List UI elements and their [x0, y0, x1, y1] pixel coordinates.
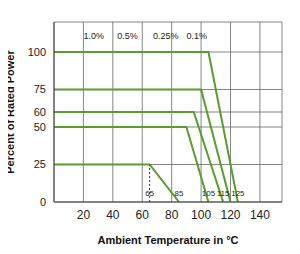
svg-text:Ambient Temperature in °C: Ambient Temperature in °C: [97, 234, 238, 246]
svg-text:Percent of Rated Power: Percent of Rated Power: [8, 50, 16, 174]
svg-text:0: 0: [40, 196, 46, 208]
svg-text:140: 140: [250, 208, 270, 222]
svg-text:100: 100: [28, 46, 46, 58]
svg-text:120: 120: [221, 208, 241, 222]
svg-text:1.0%: 1.0%: [83, 31, 104, 41]
svg-text:85: 85: [175, 189, 184, 198]
svg-text:105: 105: [202, 189, 216, 198]
svg-text:40: 40: [106, 208, 120, 222]
svg-text:0.1%: 0.1%: [186, 31, 207, 41]
svg-text:0.25%: 0.25%: [153, 31, 179, 41]
svg-text:100: 100: [191, 208, 211, 222]
svg-text:115: 115: [217, 189, 230, 198]
svg-text:60: 60: [34, 106, 46, 118]
svg-text:80: 80: [165, 208, 179, 222]
svg-text:50: 50: [34, 121, 46, 133]
svg-text:25: 25: [34, 158, 46, 170]
svg-text:65: 65: [145, 189, 154, 198]
svg-text:60: 60: [136, 208, 150, 222]
svg-text:75: 75: [34, 83, 46, 95]
svg-text:0.5%: 0.5%: [117, 31, 138, 41]
svg-text:125: 125: [231, 189, 245, 198]
svg-text:20: 20: [77, 208, 91, 222]
